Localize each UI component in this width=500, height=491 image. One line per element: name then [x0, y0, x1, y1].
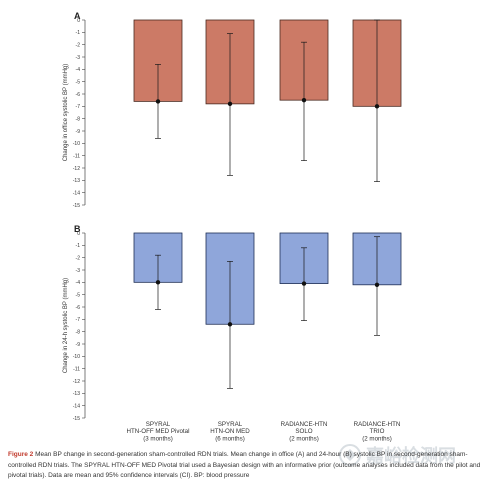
category-label-line: (2 months)	[362, 435, 392, 442]
mean-point	[227, 322, 233, 327]
mean-point	[227, 101, 233, 107]
category-label-line: TRIO	[370, 428, 385, 435]
y-tick-label: -10	[73, 141, 80, 147]
mean-point	[374, 104, 380, 109]
category-label-line: HTN-OFF MED Pivotal	[127, 428, 190, 435]
y-tick-label: -3	[76, 268, 81, 274]
y-tick-label: -7	[76, 317, 81, 323]
chart-root: A Change in office systolic BP (mmHg) 0 -1 -…	[63, 11, 402, 422]
y-tick-label: -14	[73, 403, 80, 409]
mean-point	[155, 99, 161, 104]
watermark-logo: 嘉峪检测网	[339, 444, 456, 467]
y-tick-label: -2	[76, 255, 81, 261]
y-tick-label: -12	[73, 379, 80, 385]
panel-label: B	[74, 224, 81, 234]
y-tick-label: -13	[73, 178, 80, 184]
category-label-line: (2 months)	[289, 435, 319, 442]
y-tick-label: -9	[76, 342, 81, 348]
category-label-line: RADIANCE-HTN	[281, 421, 328, 428]
y-tick-label: -12	[73, 166, 80, 172]
category-label-line: SPYRAL	[146, 421, 171, 428]
y-tick-label: -6	[76, 305, 81, 311]
category-label-line: SPYRAL	[218, 421, 243, 428]
panel-label: A	[74, 11, 81, 21]
category-label-line: (6 months)	[215, 435, 245, 442]
caption-text: Mean BP change in second-generation sham…	[8, 451, 481, 479]
mean-point	[155, 280, 161, 285]
chart-panel-b: B Change in 24-h systolic BP (mmHg) 0 -1 -2 -…	[63, 224, 402, 422]
svg-text:嘉峪检测网: 嘉峪检测网	[365, 445, 456, 467]
mean-point	[374, 282, 380, 287]
category-label-line: SOLO	[295, 428, 312, 435]
y-axis-label: Change in 24-h systolic BP (mmHg)	[63, 278, 69, 373]
figure-caption: Figure 2 Mean BP change in second-genera…	[8, 450, 494, 482]
y-tick-label: -5	[76, 79, 81, 85]
y-tick-label: -14	[73, 190, 80, 196]
y-tick-label: -15	[73, 203, 80, 209]
y-tick-label: -7	[76, 104, 81, 110]
category-label-line: RADIANCE-HTN	[354, 421, 401, 428]
y-tick-label: -4	[76, 280, 81, 286]
y-tick-label: -1	[76, 30, 81, 36]
mean-point	[301, 97, 307, 103]
y-tick-label: -13	[73, 391, 80, 397]
y-tick-label: -6	[76, 92, 81, 98]
y-tick-label: -11	[73, 366, 80, 372]
y-tick-label: -8	[76, 329, 81, 335]
y-tick-label: -11	[73, 153, 80, 159]
y-tick-label: 0	[77, 18, 80, 24]
y-tick-label: -10	[73, 354, 80, 360]
chart-panel-a: A Change in office systolic BP (mmHg) 0 -1 -…	[63, 11, 402, 209]
y-axis-label: Change in office systolic BP (mmHg)	[63, 64, 69, 161]
y-tick-label: -1	[76, 243, 81, 249]
y-tick-label: -15	[73, 416, 80, 422]
category-label-line: HTN-ON MED	[210, 428, 250, 435]
y-tick-label: -8	[76, 116, 81, 122]
y-tick-label: -2	[76, 42, 81, 48]
y-tick-label: 0	[77, 231, 80, 237]
y-tick-label: -9	[76, 129, 81, 135]
y-tick-label: -5	[76, 292, 81, 298]
mean-point	[301, 281, 307, 286]
caption-label: Figure 2	[8, 451, 34, 458]
category-label-line: (3 months)	[143, 435, 173, 442]
y-tick-label: -3	[76, 55, 81, 61]
y-tick-label: -4	[76, 67, 81, 73]
